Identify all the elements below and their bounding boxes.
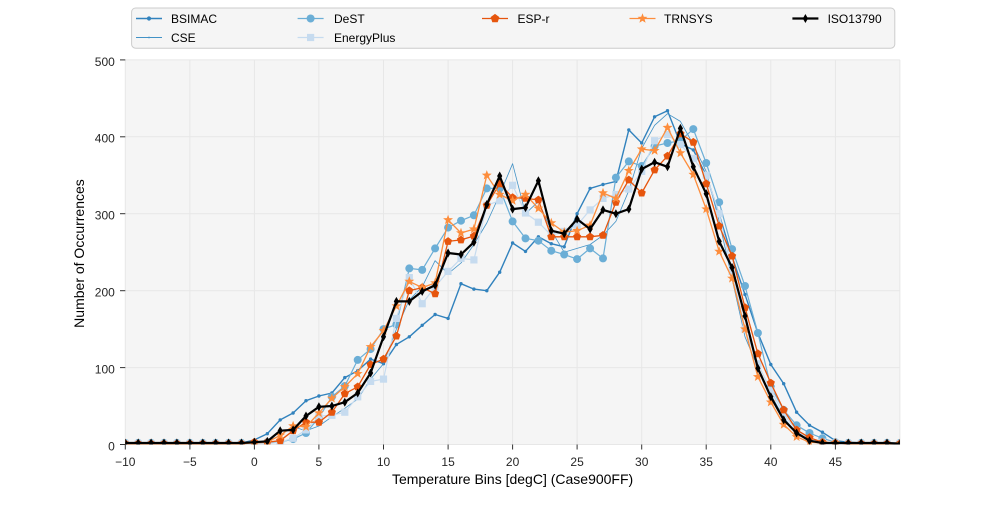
- svg-text:0: 0: [108, 439, 115, 453]
- svg-text:15: 15: [441, 455, 455, 469]
- svg-text:EnergyPlus: EnergyPlus: [334, 31, 395, 45]
- svg-text:ESP-r: ESP-r: [518, 12, 550, 26]
- svg-text:−5: −5: [183, 455, 197, 469]
- svg-text:45: 45: [829, 455, 843, 469]
- svg-text:ISO13790: ISO13790: [828, 12, 882, 26]
- svg-text:100: 100: [95, 363, 115, 377]
- svg-text:10: 10: [377, 455, 391, 469]
- svg-text:5: 5: [316, 455, 323, 469]
- svg-text:400: 400: [95, 132, 115, 146]
- svg-text:Temperature Bins [degC] (Case9: Temperature Bins [degC] (Case900FF): [392, 471, 633, 487]
- svg-text:500: 500: [95, 55, 115, 69]
- svg-text:30: 30: [635, 455, 649, 469]
- svg-text:300: 300: [95, 209, 115, 223]
- svg-text:200: 200: [95, 286, 115, 300]
- svg-text:BSIMAC: BSIMAC: [171, 12, 217, 26]
- svg-text:40: 40: [764, 455, 778, 469]
- svg-text:TRNSYS: TRNSYS: [664, 12, 713, 26]
- svg-text:25: 25: [570, 455, 584, 469]
- svg-text:20: 20: [506, 455, 520, 469]
- svg-text:35: 35: [700, 455, 714, 469]
- svg-text:0: 0: [251, 455, 258, 469]
- svg-text:CSE: CSE: [171, 31, 196, 45]
- svg-text:Number of Occurrences: Number of Occurrences: [71, 179, 87, 328]
- svg-text:DeST: DeST: [334, 12, 365, 26]
- svg-text:−10: −10: [115, 455, 136, 469]
